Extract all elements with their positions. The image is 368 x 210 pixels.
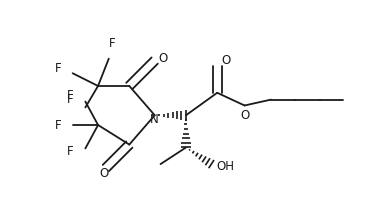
Text: F: F <box>66 89 73 102</box>
Text: F: F <box>55 62 61 75</box>
Text: O: O <box>158 52 167 65</box>
Text: F: F <box>66 145 73 158</box>
Text: O: O <box>222 54 231 67</box>
Text: F: F <box>109 37 115 50</box>
Text: OH: OH <box>216 160 234 173</box>
Text: O: O <box>99 167 109 180</box>
Text: F: F <box>66 93 73 106</box>
Text: N: N <box>150 113 159 126</box>
Text: O: O <box>240 109 249 122</box>
Text: F: F <box>55 118 61 131</box>
